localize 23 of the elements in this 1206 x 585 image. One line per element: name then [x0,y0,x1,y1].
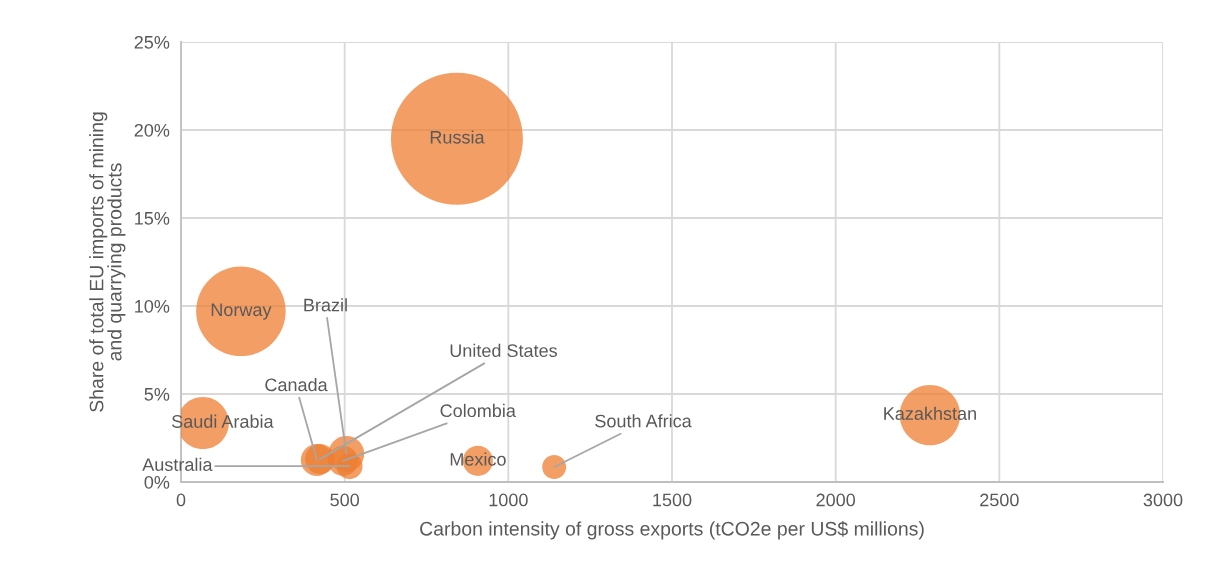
annotation: Brazil [304,298,347,312]
annotation: South Africa [595,414,692,428]
y-tick-label: 5% [144,388,170,401]
x-tick-label: 1000 [489,493,528,507]
y-axis-title: Share of total EU imports of mining and quarrying products [89,112,126,412]
y-tick-label: 25% [134,35,170,49]
x-axis-title: Carbon intensity of gross exports (tCO2e per US$ millions) [420,521,924,540]
annotation: Norway [211,303,272,320]
annotation: Colombia [440,403,516,418]
x-tick-label: 500 [330,493,360,507]
y-tick-label: 15% [135,212,170,225]
annotation: Canada [265,377,328,392]
x-tick-label: 2500 [980,493,1019,507]
y-tick-label: 0% [144,475,170,489]
y-tick-label: 10% [135,299,170,313]
x-tick-label: 1500 [653,493,692,507]
annotation: Russia [430,130,485,144]
x-tick-label: 3000 [1143,493,1183,507]
y-tick-label: 20% [134,123,170,137]
annotation: United States [450,343,557,358]
x-tick-label: 0 [176,493,186,507]
x-tick-label: 2000 [816,493,856,507]
annotation: Australia [142,457,213,472]
